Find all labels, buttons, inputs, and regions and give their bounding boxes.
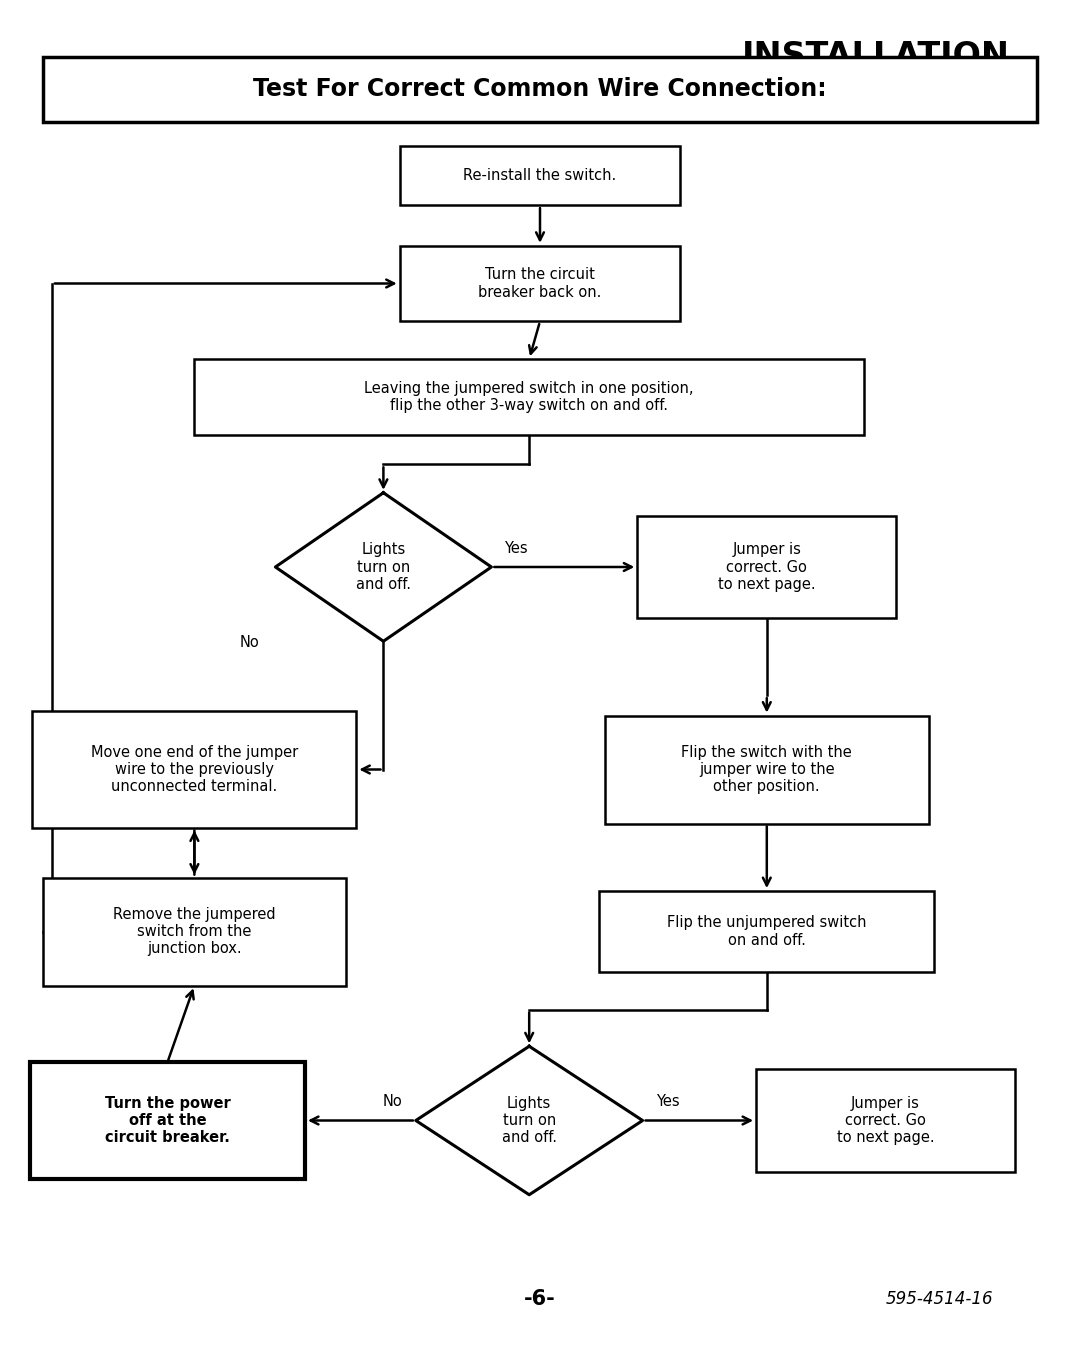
Text: Jumper is
correct. Go
to next page.: Jumper is correct. Go to next page. [718, 543, 815, 591]
Text: Flip the unjumpered switch
on and off.: Flip the unjumpered switch on and off. [667, 915, 866, 948]
FancyBboxPatch shape [29, 1062, 305, 1179]
Text: Yes: Yes [656, 1094, 679, 1110]
FancyBboxPatch shape [194, 359, 864, 435]
FancyBboxPatch shape [32, 711, 356, 828]
Text: Flip the switch with the
jumper wire to the
other position.: Flip the switch with the jumper wire to … [681, 745, 852, 794]
Text: Yes: Yes [504, 540, 528, 556]
Text: Lights
turn on
and off.: Lights turn on and off. [502, 1096, 556, 1145]
FancyBboxPatch shape [756, 1069, 1015, 1172]
FancyBboxPatch shape [400, 246, 680, 321]
FancyBboxPatch shape [605, 716, 929, 824]
Text: -6-: -6- [524, 1289, 556, 1308]
FancyBboxPatch shape [400, 146, 680, 205]
FancyBboxPatch shape [599, 891, 934, 972]
Text: 595-4514-16: 595-4514-16 [886, 1289, 994, 1308]
Text: INSTALLATION: INSTALLATION [742, 40, 1010, 73]
FancyBboxPatch shape [43, 57, 1037, 122]
Text: No: No [383, 1094, 403, 1110]
FancyBboxPatch shape [637, 516, 896, 618]
Text: Jumper is
correct. Go
to next page.: Jumper is correct. Go to next page. [837, 1096, 934, 1145]
Text: Re-install the switch.: Re-install the switch. [463, 167, 617, 184]
FancyBboxPatch shape [43, 878, 346, 986]
Text: Test For Correct Common Wire Connection:: Test For Correct Common Wire Connection: [253, 77, 827, 101]
Text: Leaving the jumpered switch in one position,
flip the other 3-way switch on and : Leaving the jumpered switch in one posit… [364, 381, 694, 413]
Text: Turn the circuit
breaker back on.: Turn the circuit breaker back on. [478, 267, 602, 300]
Text: Move one end of the jumper
wire to the previously
unconnected terminal.: Move one end of the jumper wire to the p… [91, 745, 298, 794]
Text: Turn the power
off at the
circuit breaker.: Turn the power off at the circuit breake… [105, 1096, 230, 1145]
Text: Remove the jumpered
switch from the
junction box.: Remove the jumpered switch from the junc… [113, 907, 275, 956]
Text: Lights
turn on
and off.: Lights turn on and off. [356, 543, 410, 591]
Text: No: No [240, 634, 259, 649]
